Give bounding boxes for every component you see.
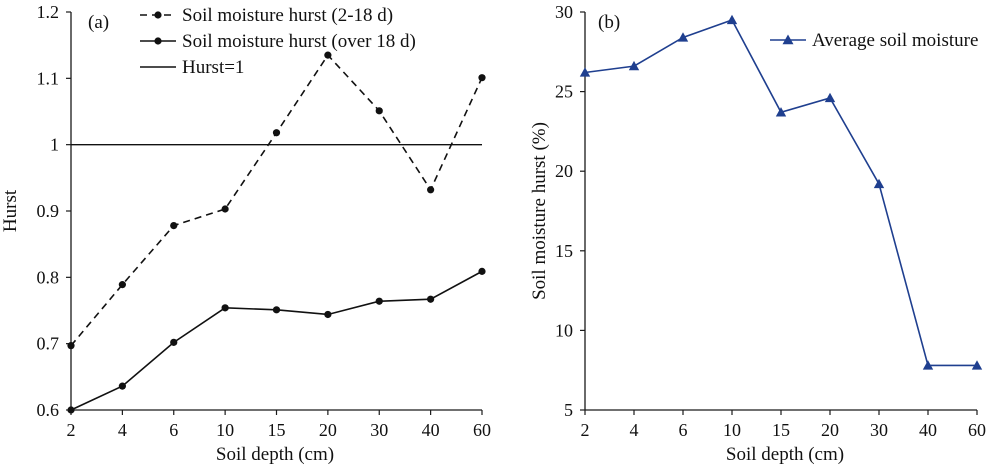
a-data-point bbox=[478, 74, 486, 82]
a-data-point bbox=[118, 382, 126, 390]
a-legend-marker bbox=[154, 37, 162, 45]
panel-a-legend: Soil moisture hurst (2-18 d) Soil moistur… bbox=[140, 5, 416, 78]
panel-b-ylabel: Soil moisture hurst (%) bbox=[529, 122, 550, 300]
b-x-tick-label: 60 bbox=[968, 420, 986, 440]
a-data-point bbox=[118, 281, 126, 289]
b-series-line-0 bbox=[584, 18, 977, 367]
panel-a-chart: 2 4 6 10 15 20 30 40 60 0.6 0.7 0.8 0.9 1 1.1 1.2 (a) S… bbox=[0, 2, 491, 465]
a-data-point bbox=[324, 51, 332, 59]
panel-a-xlabel: Soil depth (cm) bbox=[216, 444, 334, 465]
a-y-tick-label: 0.8 bbox=[37, 267, 60, 287]
a-data-point bbox=[272, 129, 281, 137]
b-y-tick-label: 5 bbox=[564, 400, 573, 420]
b-x-tick-label: 6 bbox=[679, 420, 688, 440]
a-x-tick-label: 4 bbox=[118, 420, 127, 440]
a-legend-marker bbox=[154, 11, 162, 19]
a-y-tick-label: 1.1 bbox=[37, 68, 60, 88]
b-legend-marker bbox=[782, 34, 794, 45]
a-x-tick-label: 6 bbox=[169, 420, 178, 440]
a-data-point bbox=[427, 295, 435, 303]
a-data-point bbox=[221, 304, 229, 312]
b-data-point bbox=[628, 60, 640, 71]
b-x-tick-label: 15 bbox=[772, 420, 790, 440]
b-y-tick-label: 20 bbox=[555, 161, 573, 181]
a-x-tick-label: 30 bbox=[370, 420, 388, 440]
b-x-tick-label: 20 bbox=[821, 420, 839, 440]
b-data-point bbox=[579, 67, 591, 77]
panel-a-label: (a) bbox=[88, 12, 109, 33]
a-data-point bbox=[375, 297, 383, 305]
a-y-tick-label: 1.2 bbox=[37, 2, 60, 22]
a-data-point bbox=[324, 310, 332, 319]
b-x-tick-label: 40 bbox=[919, 420, 937, 440]
a-data-point bbox=[170, 338, 178, 346]
a-data-point bbox=[478, 267, 486, 275]
a-data-point bbox=[67, 406, 75, 414]
a-series-line-1 bbox=[70, 270, 483, 411]
a-data-point bbox=[170, 221, 178, 230]
panel-b-xlabel: Soil depth (cm) bbox=[726, 444, 844, 465]
panel-b-legend: Average soil moisture bbox=[770, 30, 978, 51]
b-x-tick-label: 4 bbox=[630, 420, 639, 440]
a-data-point bbox=[221, 205, 229, 213]
a-x-tick-label: 10 bbox=[216, 420, 234, 440]
b-data-point bbox=[971, 360, 983, 370]
a-legend-label: Hurst=1 bbox=[182, 57, 244, 78]
a-series-line-0 bbox=[70, 53, 483, 347]
b-y-tick-label: 10 bbox=[555, 320, 573, 340]
b-x-tick-label: 10 bbox=[723, 420, 741, 440]
b-y-tick-label: 30 bbox=[555, 2, 573, 22]
b-y-tick-label: 25 bbox=[555, 82, 573, 102]
a-legend-label: Soil moisture hurst (2-18 d) bbox=[182, 5, 393, 26]
a-x-tick-label: 60 bbox=[473, 420, 491, 440]
a-y-tick-label: 0.6 bbox=[37, 400, 60, 420]
a-data-point bbox=[427, 186, 435, 194]
panel-a-ylabel: Hurst bbox=[0, 189, 21, 232]
b-data-point bbox=[922, 360, 934, 370]
a-y-tick-label: 0.7 bbox=[37, 334, 60, 354]
a-data-point bbox=[272, 306, 281, 314]
b-data-point bbox=[726, 14, 738, 25]
a-y-tick-label: 0.9 bbox=[37, 201, 60, 221]
b-data-point bbox=[824, 92, 836, 103]
a-x-tick-label: 15 bbox=[268, 420, 286, 440]
b-legend-label: Average soil moisture bbox=[812, 30, 978, 51]
a-data-point bbox=[375, 107, 383, 115]
panel-b-chart: 2 4 6 10 15 20 30 40 60 5 10 15 20 25 30 (b) Average s… bbox=[529, 2, 986, 465]
a-data-point bbox=[67, 342, 75, 350]
b-x-tick-label: 30 bbox=[870, 420, 888, 440]
a-x-tick-label: 20 bbox=[319, 420, 337, 440]
b-x-tick-label: 2 bbox=[581, 420, 590, 440]
b-data-point bbox=[873, 178, 885, 189]
b-data-point bbox=[775, 107, 787, 117]
b-data-point bbox=[677, 32, 689, 42]
b-y-tick-label: 15 bbox=[555, 241, 573, 261]
a-x-tick-label: 40 bbox=[422, 420, 440, 440]
panel-b-label: (b) bbox=[598, 12, 620, 33]
a-y-tick-label: 1 bbox=[50, 135, 59, 155]
a-legend-label: Soil moisture hurst (over 18 d) bbox=[182, 31, 416, 52]
a-x-tick-label: 2 bbox=[67, 420, 76, 440]
